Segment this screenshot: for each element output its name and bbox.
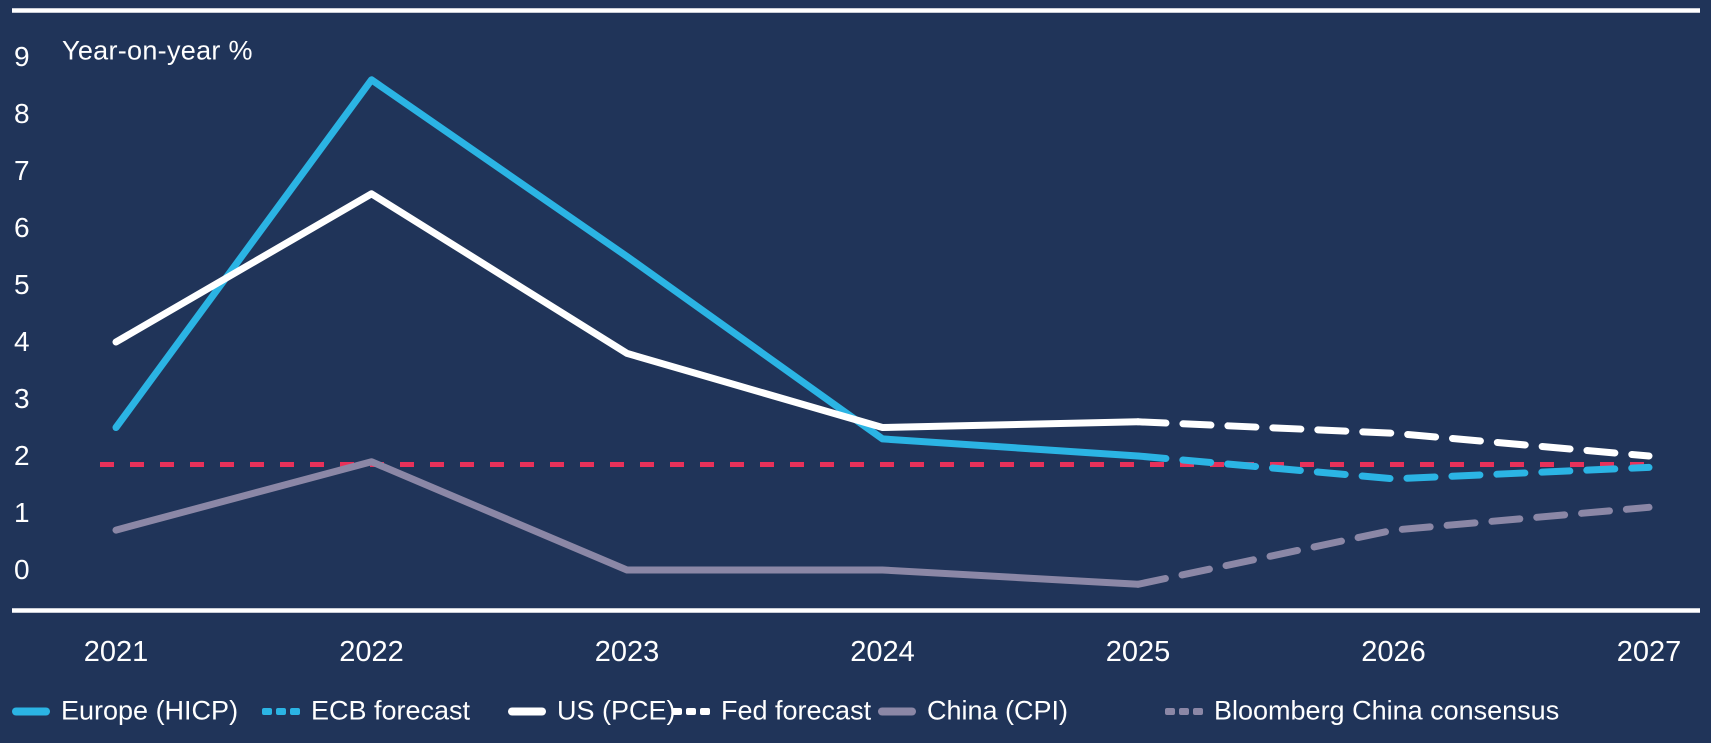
legend-label: Bloomberg China consensus [1214,695,1560,726]
y-tick-label-6: 6 [14,212,30,243]
series-line-bloomberg-china-consensus [1134,503,1653,588]
legend-swatch-dashed-icon [1165,707,1203,715]
legend-item-europe-hicp: Europe (HICP) [12,696,238,727]
legend-label: ECB forecast [311,695,471,726]
legend-item-us-pce: US (PCE) [508,696,676,727]
y-tick-label-9: 9 [14,41,30,72]
y-tick-label-0: 0 [14,554,30,585]
legend-swatch-dashed-icon [262,707,300,715]
x-tick-label-2021: 2021 [83,636,149,668]
y-tick-label-1: 1 [14,497,30,528]
legend-label: US (PCE) [557,695,676,726]
legend-item-ecb-forecast: ECB forecast [262,696,470,727]
x-tick-label-2022: 2022 [339,636,404,668]
legend-swatch-solid-icon [12,707,50,715]
legend-label: Europe (HICP) [61,695,239,726]
y-tick-label-4: 4 [14,326,30,357]
legend-swatch-solid-icon [878,707,916,715]
legend-item-china-cpi: China (CPI) [878,696,1068,727]
legend-item-bloomberg-china-consensus: Bloomberg China consensus [1165,696,1559,727]
legend-swatch-solid-icon [508,707,546,715]
series-line-ecb-forecast [1134,452,1653,483]
x-tick-label-2027: 2027 [1616,636,1682,668]
x-tick-label-2024: 2024 [850,636,915,668]
legend-item-fed-forecast: Fed forecast [672,696,871,727]
y-tick-label-3: 3 [14,383,30,414]
legend-label: Fed forecast [721,695,872,726]
y-axis-unit-label: Year-on-year % [62,35,253,66]
x-tick-label-2023: 2023 [594,636,660,668]
legend-label: China (CPI) [927,695,1069,726]
series-line-us-pce [112,190,1142,431]
series-line-china-cpi [112,458,1142,588]
y-tick-label-7: 7 [14,155,30,186]
y-tick-label-2: 2 [14,440,30,471]
series-line-fed-forecast [1134,418,1653,460]
y-tick-label-5: 5 [14,269,30,300]
x-tick-label-2025: 2025 [1105,636,1171,668]
y-tick-label-8: 8 [14,98,30,129]
x-tick-label-2026: 2026 [1361,636,1426,668]
series-line-europe-hicp [112,76,1142,460]
legend-swatch-dashed-icon [672,707,710,715]
